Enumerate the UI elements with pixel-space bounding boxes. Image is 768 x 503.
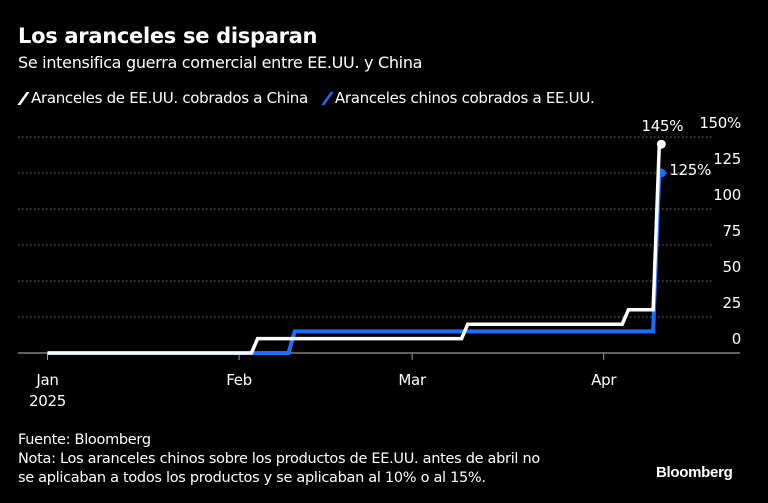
legend-label: Aranceles chinos cobrados a EE.UU.	[334, 89, 595, 107]
x-tick-label: Apr	[591, 371, 617, 389]
x-tick-label: Mar	[398, 371, 427, 389]
y-tick-label: 150%	[699, 114, 741, 132]
note-text-1: Nota: Los aranceles chinos sobre los pro…	[18, 451, 540, 467]
series-line-1	[47, 172, 662, 355]
series-line-0	[47, 144, 662, 355]
series-end-label: 125%	[669, 161, 711, 179]
note-text-2: se aplicaban a todos los productos y se …	[18, 470, 486, 486]
chart-subtitle: Se intensifica guerra comercial entre EE…	[18, 53, 423, 72]
y-tick-label: 0	[732, 330, 741, 348]
legend-label: Aranceles de EE.UU. cobrados a China	[31, 89, 308, 107]
chart-title: Los aranceles se disparan	[18, 24, 318, 48]
y-tick-label: 50	[723, 258, 742, 276]
x-tick-label: Feb	[226, 371, 252, 389]
x-tick-sublabel: 2025	[29, 392, 66, 410]
series-end-label: 145%	[641, 117, 683, 135]
legend-item-china: Aranceles chinos cobrados a EE.UU.	[321, 89, 595, 107]
y-tick-label: 75	[723, 222, 742, 240]
source-text: Fuente: Bloomberg	[18, 432, 151, 448]
legend: Aranceles de EE.UU. cobrados a China Ara…	[17, 89, 595, 107]
y-tick-label: 125	[713, 150, 741, 168]
legend-item-us: Aranceles de EE.UU. cobrados a China	[17, 89, 308, 107]
x-tick-label: Jan	[35, 371, 58, 389]
footer: Fuente: Bloomberg Nota: Los aranceles ch…	[18, 431, 540, 488]
series-end-dot-0	[656, 139, 666, 149]
y-tick-label: 100	[713, 186, 741, 204]
y-tick-label: 25	[723, 294, 742, 312]
bloomberg-logo: Bloomberg	[656, 464, 733, 481]
